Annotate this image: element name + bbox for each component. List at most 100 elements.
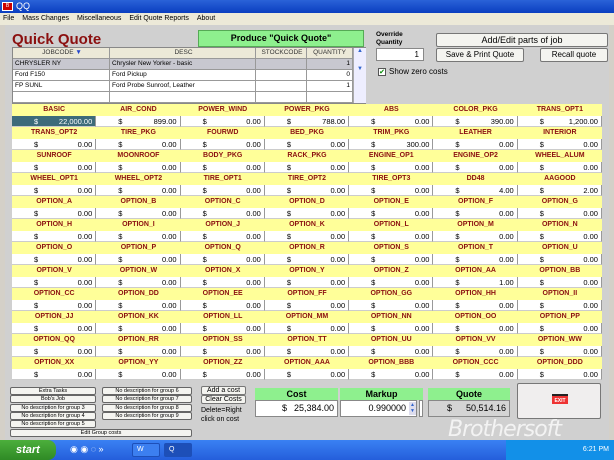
cost-value-input[interactable]: $0.00: [517, 254, 602, 265]
cost-value-input[interactable]: $0.00: [12, 231, 97, 242]
cost-value-input[interactable]: $0.00: [96, 369, 181, 380]
cost-value-input[interactable]: $0.00: [433, 208, 518, 219]
markup-slider-handle[interactable]: [419, 400, 423, 417]
group-button[interactable]: No description for group 9: [102, 411, 192, 420]
cost-value-input[interactable]: $0.00: [180, 346, 265, 357]
cost-value-input[interactable]: $0.00: [433, 139, 518, 150]
cost-value-input[interactable]: $0.00: [517, 231, 602, 242]
cost-value-input[interactable]: $2.00: [517, 185, 602, 196]
cost-value-input[interactable]: $390.00: [433, 116, 518, 127]
table-row[interactable]: FP SUNL Ford Probe Sunroof, Leather 1: [13, 81, 353, 92]
menu-file[interactable]: File: [3, 15, 15, 22]
cost-value-input[interactable]: $0.00: [96, 254, 181, 265]
group-button[interactable]: No description for group 3: [10, 403, 96, 412]
cost-value-input[interactable]: $0.00: [12, 277, 97, 288]
cost-value-input[interactable]: $0.00: [349, 254, 434, 265]
cost-value-input[interactable]: $0.00: [264, 139, 350, 150]
col-stockcode[interactable]: STOCKCODE: [256, 48, 307, 58]
group-button[interactable]: No description for group 5: [10, 420, 96, 429]
cost-value-input[interactable]: $0.00: [12, 185, 97, 196]
cost-value-input[interactable]: $0.00: [517, 208, 602, 219]
cost-value-input[interactable]: $0.00: [264, 277, 350, 288]
cost-value-input[interactable]: $0.00: [180, 254, 265, 265]
add-cost-button[interactable]: Add a cost: [201, 386, 246, 395]
cost-value-input[interactable]: $0.00: [349, 369, 434, 380]
cost-value-input[interactable]: $0.00: [180, 277, 265, 288]
cost-value-input[interactable]: $0.00: [517, 346, 602, 357]
cost-value-input[interactable]: $788.00: [264, 116, 350, 127]
clear-costs-button[interactable]: Clear Costs: [201, 395, 246, 404]
cost-value-input[interactable]: $0.00: [180, 162, 265, 173]
recall-quote-button[interactable]: Recall quote: [540, 48, 608, 62]
group-button[interactable]: No description for group 8: [102, 403, 192, 412]
cost-value-input[interactable]: $0.00: [517, 162, 602, 173]
col-desc[interactable]: DESC: [110, 48, 256, 58]
cost-value-input[interactable]: $1.00: [433, 277, 518, 288]
menu-about[interactable]: About: [196, 15, 216, 22]
group-button[interactable]: Bob's Job: [10, 395, 96, 404]
taskbar-task-q[interactable]: Q: [164, 443, 192, 457]
cost-value-input[interactable]: $0.00: [96, 231, 181, 242]
menu-miscellaneous[interactable]: Miscellaneous: [76, 15, 122, 22]
cost-value-input[interactable]: $0.00: [433, 254, 518, 265]
cost-value-input[interactable]: $0.00: [517, 300, 602, 311]
cell-quantity[interactable]: 1: [307, 81, 353, 91]
col-quantity[interactable]: QUANTITY: [307, 48, 353, 58]
show-zero-costs-checkbox[interactable]: ✔ Show zero costs: [378, 67, 448, 76]
cell-desc[interactable]: Chrysler New Yorker - basic: [110, 59, 256, 69]
cost-value-input[interactable]: $0.00: [96, 185, 181, 196]
cost-value-input[interactable]: $0.00: [433, 162, 518, 173]
group-button[interactable]: No description for group 4: [10, 411, 96, 420]
cost-value-input[interactable]: $0.00: [96, 300, 181, 311]
cost-value-input[interactable]: $0.00: [12, 369, 97, 380]
taskbar-task-w[interactable]: W: [132, 443, 160, 457]
markup-spinner[interactable]: ▲ ▼: [409, 402, 416, 415]
cost-value-input[interactable]: $0.00: [180, 231, 265, 242]
cost-value-input[interactable]: $0.00: [264, 254, 350, 265]
cost-value-input[interactable]: $0.00: [349, 323, 434, 334]
menu-mass-changes[interactable]: Mass Changes: [22, 15, 69, 22]
cost-value-input[interactable]: $300.00: [349, 139, 434, 150]
exit-button[interactable]: EXIT: [517, 383, 601, 419]
cell-stockcode[interactable]: [256, 81, 307, 91]
table-row-new[interactable]: [13, 92, 353, 103]
cost-value-input[interactable]: $899.00: [96, 116, 181, 127]
cost-value-input[interactable]: $0.00: [96, 323, 181, 334]
cost-value-input[interactable]: $0.00: [12, 162, 97, 173]
cost-value-input[interactable]: $4.00: [433, 185, 518, 196]
cost-value-input[interactable]: $0.00: [264, 208, 350, 219]
start-button[interactable]: start: [0, 440, 56, 460]
cost-value-input[interactable]: $0.00: [180, 208, 265, 219]
cell-quantity[interactable]: 1: [307, 59, 353, 69]
cell-quantity[interactable]: 0: [307, 70, 353, 80]
override-quantity-input[interactable]: 1: [376, 48, 424, 61]
cost-value-input[interactable]: $0.00: [433, 346, 518, 357]
col-jobcode[interactable]: JOBCODE ▼: [13, 48, 110, 58]
cost-value-input[interactable]: $0.00: [96, 277, 181, 288]
cost-value-input[interactable]: $0.00: [517, 369, 602, 380]
quick-launch-icons[interactable]: ◉ ◉ ◌ »: [70, 444, 104, 454]
cell-desc[interactable]: Ford Probe Sunroof, Leather: [110, 81, 256, 91]
cost-value-input[interactable]: $0.00: [264, 162, 350, 173]
cost-value-input[interactable]: $0.00: [349, 231, 434, 242]
cost-value-input[interactable]: $0.00: [433, 369, 518, 380]
cost-value-input[interactable]: $0.00: [180, 300, 265, 311]
table-scrollbar[interactable]: ▲ ▼: [353, 48, 366, 103]
cell-jobcode[interactable]: FP SUNL: [13, 81, 110, 91]
cost-value-input[interactable]: $0.00: [96, 208, 181, 219]
cost-value-input[interactable]: $0.00: [433, 323, 518, 334]
cost-value-input[interactable]: $0.00: [517, 139, 602, 150]
table-row[interactable]: Ford F150 Ford Pickup 0: [13, 70, 353, 81]
cell-jobcode[interactable]: CHRYSLER NY: [13, 59, 110, 69]
cost-value-input[interactable]: $0.00: [349, 277, 434, 288]
cost-value-input[interactable]: $0.00: [180, 323, 265, 334]
cost-value-input[interactable]: $0.00: [264, 185, 350, 196]
cost-value-input[interactable]: $0.00: [264, 323, 350, 334]
table-row[interactable]: CHRYSLER NY Chrysler New Yorker - basic …: [13, 59, 353, 70]
cost-value-input[interactable]: $0.00: [433, 300, 518, 311]
cost-value-input[interactable]: $0.00: [12, 346, 97, 357]
cost-value-input[interactable]: $0.00: [349, 185, 434, 196]
cost-value-input[interactable]: $0.00: [433, 231, 518, 242]
cost-value-input[interactable]: $0.00: [12, 300, 97, 311]
cost-value-input[interactable]: $0.00: [349, 208, 434, 219]
